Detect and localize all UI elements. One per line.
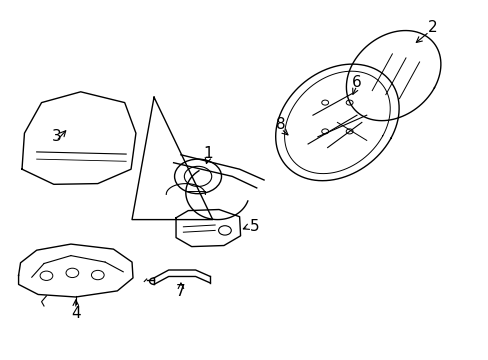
- Text: 7: 7: [176, 284, 185, 299]
- Text: 2: 2: [427, 19, 437, 35]
- Text: 3: 3: [51, 129, 61, 144]
- Text: 1: 1: [203, 145, 212, 161]
- Text: 6: 6: [351, 75, 361, 90]
- Text: 4: 4: [71, 306, 81, 321]
- Text: 5: 5: [249, 219, 259, 234]
- Text: 8: 8: [276, 117, 285, 132]
